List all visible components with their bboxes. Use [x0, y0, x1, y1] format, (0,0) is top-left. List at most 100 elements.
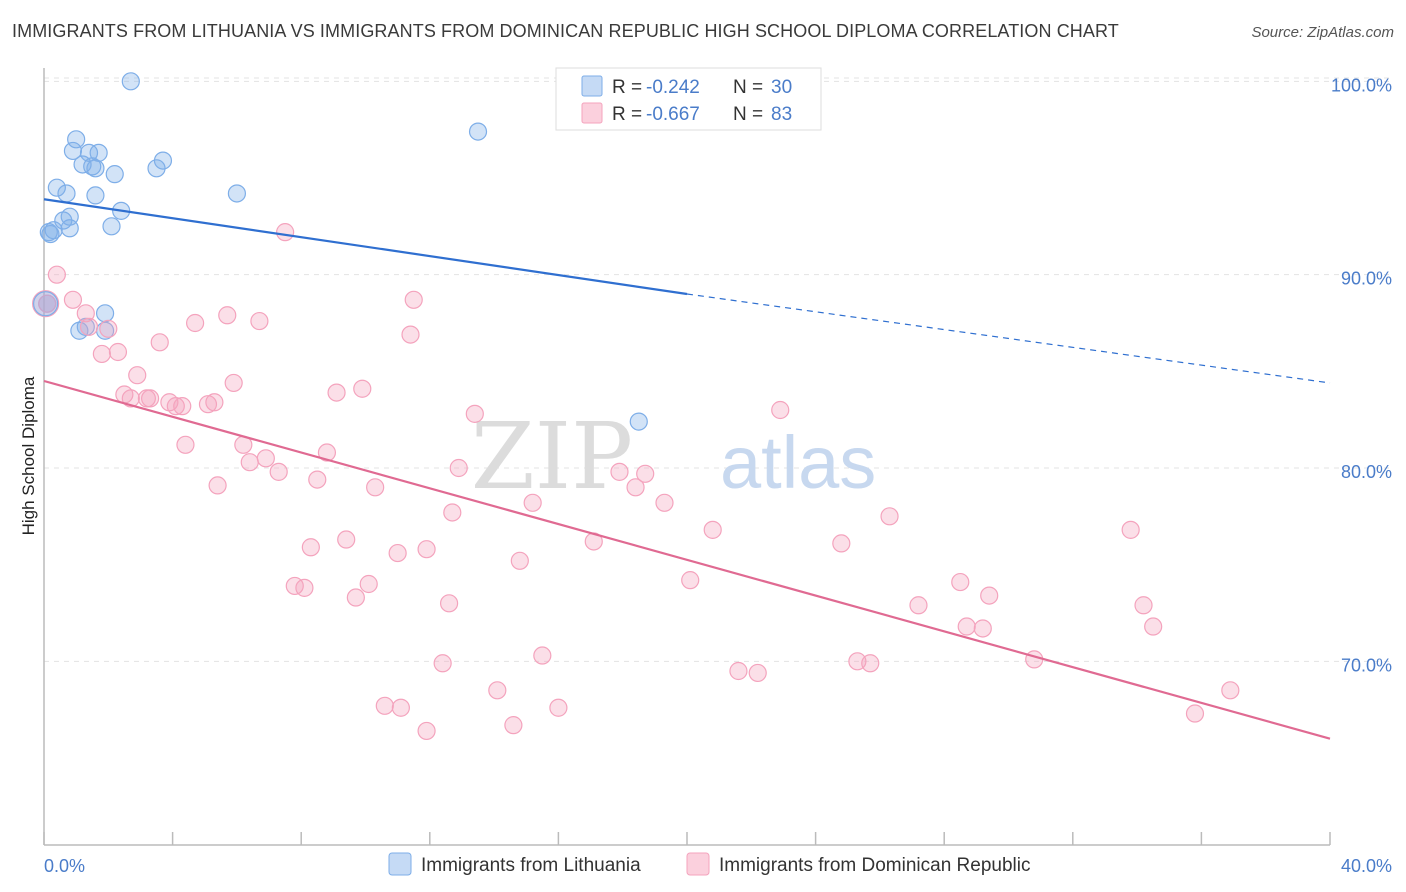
dominican-point [957, 617, 976, 636]
source-credit: Source: ZipAtlas.com [1251, 24, 1394, 41]
dominican-point [880, 507, 899, 526]
dominican-point [504, 716, 523, 735]
dominican-point [443, 503, 462, 522]
dominican-point [186, 313, 205, 333]
dominican-point [176, 435, 195, 454]
chart-title: IMMIGRANTS FROM LITHUANIA VS IMMIGRANTS … [12, 21, 1119, 41]
dominican-point [1144, 617, 1163, 636]
lithuania-point [39, 223, 58, 242]
gridlines [44, 77, 1392, 662]
lithuania-point [60, 219, 79, 238]
series-legend-swatch-dominican [686, 852, 710, 876]
dominican-point [38, 294, 57, 313]
dominican-point [681, 571, 700, 590]
dominican-point [832, 534, 851, 553]
dominican-point [1221, 681, 1240, 700]
dominican-point [208, 476, 227, 495]
dominican-point [729, 661, 748, 681]
axes [43, 68, 1331, 846]
x-tick-label-min: 0.0% [44, 856, 85, 876]
lithuania-point [102, 217, 121, 236]
dominican-point [636, 464, 655, 483]
dominican-point [256, 449, 275, 468]
dominican-point [166, 397, 185, 416]
dominican-point [465, 404, 484, 423]
lithuania-point [67, 130, 86, 149]
lithuania-point [468, 122, 488, 141]
dominican-point [1121, 520, 1140, 539]
dominican-point [269, 462, 288, 481]
dominican-point [121, 389, 140, 408]
dominican-point [610, 462, 629, 481]
lithuania-point [63, 141, 83, 161]
series-legend-label-lithuania: Immigrants from Lithuania [421, 855, 641, 876]
dominican-point [488, 681, 507, 700]
dominican-point [449, 458, 468, 478]
dominican-point [655, 493, 674, 512]
dominican-point [276, 223, 295, 242]
dominican-point [1134, 596, 1153, 615]
x-tick-labels: 0.0% 40.0% [44, 856, 1392, 876]
trend-line-dominican [43, 379, 1331, 740]
dominican-point [401, 325, 420, 344]
dominican-point [79, 317, 99, 336]
dominican-point [337, 530, 356, 549]
lithuania-point [79, 143, 99, 162]
dominican-point [317, 443, 337, 462]
lithuania-point [105, 165, 124, 184]
trend-line-lithuania [43, 198, 688, 296]
dominican-point [1025, 650, 1044, 669]
series-legend-label-dominican: Immigrants from Dominican Republic [719, 855, 1031, 876]
x-tick-label-max: 40.0% [1341, 856, 1392, 876]
trend-lines [43, 198, 1331, 740]
watermark-atlas: atlas [720, 421, 876, 504]
y-tick-label: 90.0% [1341, 269, 1392, 289]
dominican-point [909, 596, 928, 615]
dominican-point [205, 393, 224, 412]
lithuania-point [147, 159, 166, 178]
dominican-point [973, 619, 992, 638]
dominican-point [224, 373, 243, 393]
legend-n-label-2: N = [733, 104, 763, 125]
dominican-point [703, 520, 722, 539]
dominican-point [549, 698, 568, 717]
watermark: ZIP atlas [471, 403, 876, 510]
legend-n-value-2: 83 [771, 104, 792, 125]
dominican-point [346, 588, 365, 607]
dominican-point [218, 306, 237, 325]
dominican-point [198, 395, 218, 414]
legend-n-label-1: N = [733, 77, 763, 98]
dominican-point [295, 578, 314, 597]
y-tick-label: 70.0% [1341, 655, 1392, 675]
dominican-point [375, 696, 394, 715]
dominican-point [626, 478, 645, 497]
dominican-point [353, 379, 372, 398]
dominican-point [391, 698, 410, 717]
dominican-point [748, 663, 767, 683]
dominican-point [308, 470, 327, 489]
dominican-point [366, 478, 385, 497]
lithuania-point [47, 178, 66, 197]
lithuania-point [227, 184, 246, 203]
dominican-point [359, 574, 378, 594]
dominican-point [980, 586, 999, 605]
series-legend: Immigrants from Lithuania Immigrants fro… [388, 852, 1031, 876]
dominican-point [404, 290, 423, 309]
dominican-point [1185, 704, 1205, 723]
y-tick-label: 80.0% [1341, 462, 1392, 482]
y-tick-labels: 70.0% 80.0% 90.0% 100.0% [1331, 75, 1392, 675]
lithuania-point [95, 304, 115, 323]
dominican-point [108, 342, 128, 362]
dominican-point [99, 319, 118, 338]
dominican-point [327, 383, 346, 402]
dominican-point [439, 594, 459, 613]
dominican-point [523, 493, 542, 512]
trend-line-lithuania-extension [686, 293, 1331, 384]
legend-swatch-lithuania [581, 75, 603, 97]
dominican-point [433, 654, 452, 673]
legend-swatch-dominican [581, 102, 603, 124]
dominican-point [533, 646, 552, 665]
legend-r-value-1: -0.242 [646, 77, 700, 98]
dominican-point [76, 304, 95, 323]
